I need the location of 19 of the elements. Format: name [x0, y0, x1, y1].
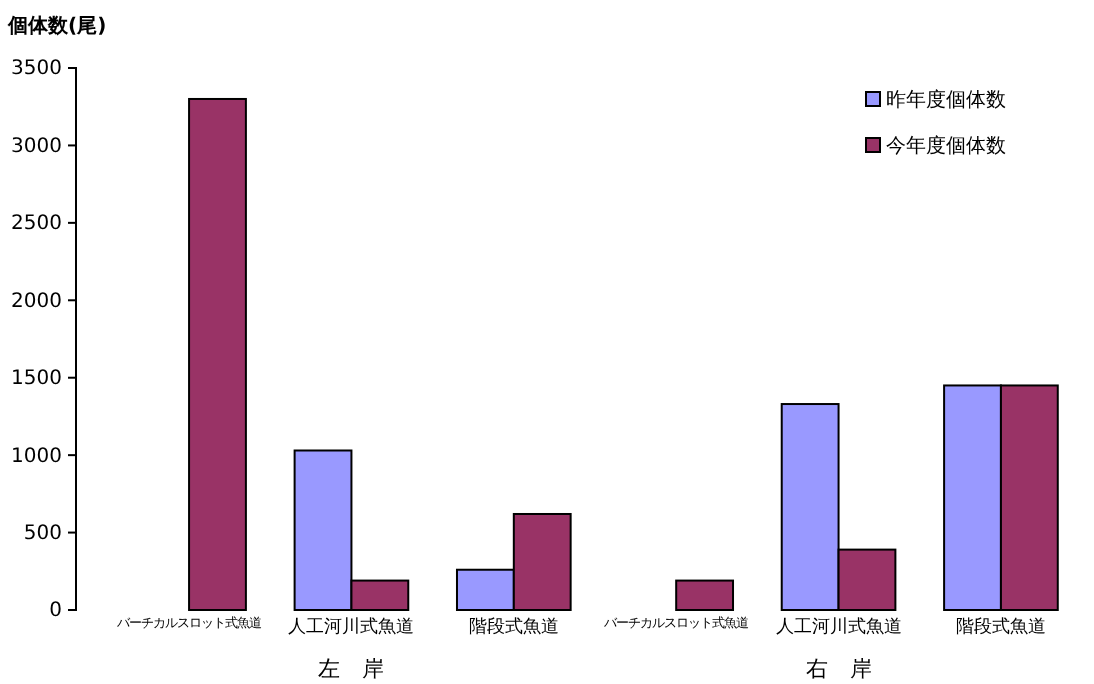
y-tick-label: 2500 — [11, 213, 62, 236]
x-tick-label: 階段式魚道 — [955, 616, 1046, 639]
legend-label: 今年度個体数 — [886, 134, 1006, 158]
bar — [675, 579, 735, 611]
y-tick-label: 3000 — [11, 135, 62, 158]
x-tick-label: 人工河川式魚道 — [288, 616, 415, 639]
y-tick-label: 2000 — [11, 290, 62, 313]
y-axis-title: 個体数(尾) — [6, 14, 107, 38]
y-tick-label: 1500 — [11, 368, 62, 391]
y-tick-label: 0 — [49, 600, 62, 623]
text: 右 岸 — [805, 656, 872, 682]
bar — [188, 97, 247, 611]
x-tick-label: 人工河川式魚道 — [775, 616, 902, 639]
y-tick-label: 3500 — [11, 58, 62, 81]
legend-label: 昨年度個体数 — [886, 88, 1006, 112]
y-tick-label: 500 — [23, 522, 62, 545]
x-tick-label: 階段式魚道 — [468, 616, 559, 639]
y-tick-label: 1000 — [11, 445, 62, 468]
text: 左 岸 — [318, 656, 385, 682]
